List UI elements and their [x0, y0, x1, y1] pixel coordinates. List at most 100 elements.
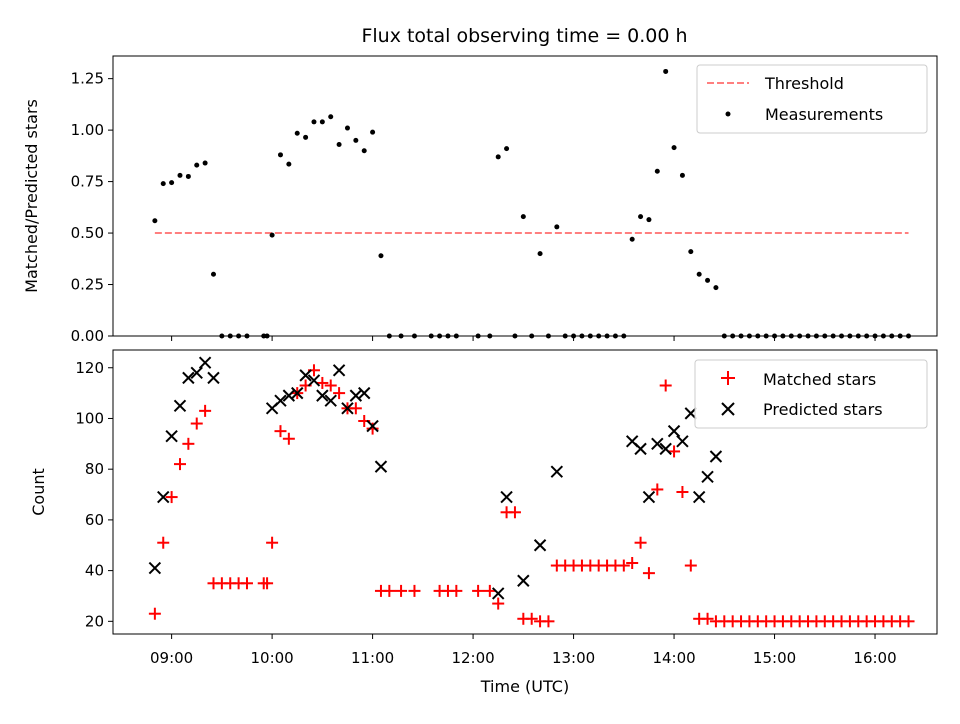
predicted-star-point: [173, 399, 187, 412]
measurement-point: [344, 125, 350, 131]
measurement-point: [185, 173, 191, 179]
predicted-star-point: [299, 369, 312, 382]
predicted-star-point: [709, 450, 723, 463]
bottom-y-axis-label: Count: [29, 468, 48, 516]
bottom-xtick-label: 10:00: [250, 649, 293, 667]
matched-star-point: [157, 536, 170, 549]
bottom-xtick-label: 16:00: [853, 649, 896, 667]
matched-star-point: [333, 387, 346, 400]
bottom-ytick-label: 80: [85, 460, 104, 478]
predicted-star-point: [324, 394, 337, 407]
measurement-point: [311, 119, 317, 125]
measurement-point: [671, 145, 677, 151]
bottom-x-axis-label: Time (UTC): [480, 677, 569, 696]
measurement-point: [654, 168, 660, 174]
top-ytick-label: 1.00: [71, 121, 104, 139]
predicted-star-point: [307, 374, 321, 387]
bottom-legend: Matched stars Predicted stars: [694, 359, 928, 429]
predicted-star-point: [291, 386, 304, 400]
measurement-point: [504, 146, 510, 152]
bottom-y-axis: 20 40 60 80 100 120: [75, 359, 113, 630]
measurement-point: [554, 224, 560, 230]
top-ytick-label: 1.25: [71, 70, 104, 88]
predicted-star-point: [634, 442, 647, 456]
predicted-star-point: [642, 490, 656, 504]
bottom-xtick-label: 13:00: [552, 649, 595, 667]
bottom-x-axis: 09:00 10:00 11:00 12:00 13:00 14:00 15:00 16:00: [150, 634, 897, 667]
matched-star-point: [395, 584, 408, 597]
legend-matched-swatch: [721, 371, 735, 385]
bottom-xtick-label: 09:00: [150, 649, 193, 667]
predicted-star-point: [667, 424, 681, 438]
bottom-ytick-label: 120: [75, 359, 104, 377]
predicted-star-point: [349, 389, 363, 402]
measurement-point: [537, 251, 543, 257]
matched-star-point: [383, 584, 396, 597]
predicted-star-point: [274, 394, 287, 407]
bottom-legend-box: [694, 359, 928, 429]
matched-star-point: [542, 615, 555, 628]
chart-title: Flux total observing time = 0.00 h: [361, 25, 687, 47]
matched-star-point: [199, 404, 212, 417]
matched-star-point: [274, 425, 287, 438]
top-ytick-label: 0.25: [71, 276, 104, 294]
predicted-star-point: [659, 442, 672, 456]
measurement-point: [152, 218, 158, 224]
predicted-star-point: [692, 490, 706, 504]
matched-star-point: [651, 483, 664, 496]
matched-star-point: [902, 615, 915, 628]
top-ytick-label: 0.75: [71, 173, 104, 191]
measurement-point: [629, 236, 635, 242]
measurement-point: [269, 232, 275, 238]
predicted-star-point: [165, 430, 178, 443]
legend-matched-label: Matched stars: [763, 370, 876, 389]
bottom-ytick-label: 60: [85, 511, 104, 529]
top-ytick-label: 0.50: [71, 224, 104, 242]
legend-measurements-label: Measurements: [765, 105, 883, 124]
predicted-star-point: [358, 386, 371, 400]
matched-star-point: [148, 607, 161, 620]
matched-star-point: [659, 379, 672, 392]
measurement-point: [646, 217, 652, 223]
matched-star-point: [676, 486, 689, 498]
measurement-point: [495, 154, 501, 160]
measurement-point: [328, 114, 334, 120]
legend-predicted-label: Predicted stars: [763, 400, 883, 419]
predicted-star-point: [148, 561, 162, 575]
measurement-point: [663, 68, 669, 74]
bottom-ytick-label: 20: [85, 612, 104, 630]
matched-star-point: [266, 536, 279, 549]
matched-star-point: [617, 559, 630, 572]
matched-star-point: [349, 402, 362, 415]
matched-star-point: [472, 584, 485, 597]
legend-threshold-label: Threshold: [764, 74, 844, 93]
measurement-point: [177, 172, 183, 178]
measurement-point: [294, 130, 300, 136]
bottom-panel: 20 40 60 80 100 120 09:00 10:00 11:00 12:00 13:00…: [29, 349, 938, 696]
measurement-point: [210, 271, 216, 277]
bottom-xtick-label: 14:00: [652, 649, 695, 667]
predicted-star-point: [316, 389, 329, 402]
measurement-point: [520, 214, 526, 220]
matched-star-point: [190, 417, 203, 430]
predicted-star-point: [157, 490, 170, 504]
top-y-axis-label: Matched/Predicted stars: [22, 99, 41, 293]
predicted-star-point: [374, 460, 388, 473]
bottom-xtick-label: 12:00: [451, 649, 494, 667]
legend-measurements-swatch: [725, 111, 731, 117]
matched-star-point: [366, 422, 379, 435]
predicted-star-point: [207, 371, 220, 385]
top-panel: 0.00 0.25 0.50 0.75 1.00 1.25 Matched/Predict…: [22, 55, 938, 345]
measurement-point: [169, 180, 175, 186]
measurement-point: [679, 172, 685, 178]
predicted-star-point: [366, 419, 379, 433]
measurement-point: [277, 152, 283, 158]
top-x-axis: [171, 336, 876, 341]
measurement-point: [160, 181, 166, 187]
predicted-star-point: [198, 356, 212, 369]
matched-star-point: [165, 491, 178, 504]
matched-star-point: [173, 458, 186, 471]
matched-star-point: [240, 577, 253, 590]
top-ytick-label: 0.00: [71, 327, 104, 345]
matched-star-point: [261, 577, 274, 590]
